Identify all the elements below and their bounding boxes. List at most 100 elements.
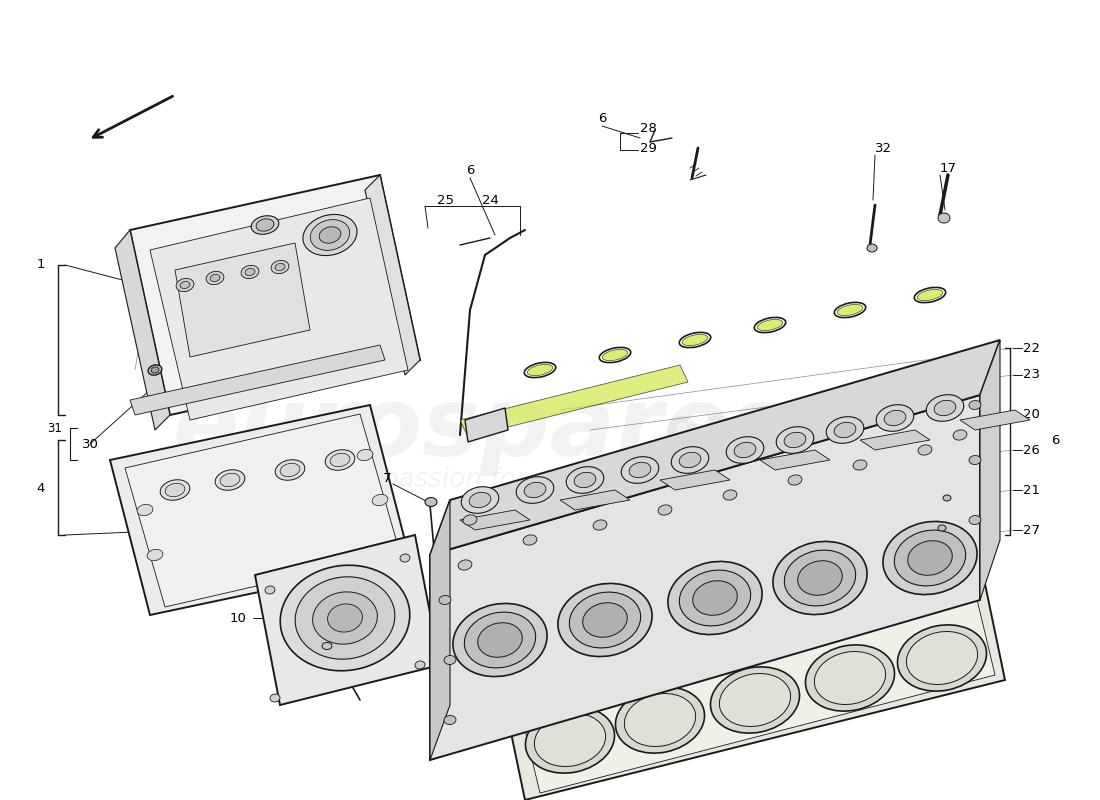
- Ellipse shape: [788, 475, 802, 485]
- Ellipse shape: [867, 244, 877, 252]
- Polygon shape: [125, 414, 400, 607]
- Polygon shape: [465, 408, 508, 442]
- Ellipse shape: [834, 422, 856, 438]
- Ellipse shape: [328, 604, 362, 632]
- Ellipse shape: [444, 715, 456, 725]
- Ellipse shape: [477, 622, 522, 658]
- Text: a passion for parts: a passion for parts: [358, 467, 603, 493]
- Ellipse shape: [969, 515, 981, 525]
- Ellipse shape: [602, 350, 628, 361]
- Polygon shape: [660, 470, 730, 490]
- Ellipse shape: [908, 541, 953, 575]
- Polygon shape: [175, 243, 310, 357]
- Ellipse shape: [826, 417, 864, 443]
- Text: 23: 23: [1023, 369, 1040, 382]
- Ellipse shape: [372, 494, 388, 506]
- Text: 24: 24: [482, 194, 498, 206]
- Ellipse shape: [527, 365, 553, 375]
- Text: 32: 32: [874, 142, 892, 154]
- Ellipse shape: [535, 714, 606, 766]
- Polygon shape: [430, 340, 1000, 555]
- Ellipse shape: [275, 263, 285, 270]
- Ellipse shape: [680, 570, 750, 626]
- Ellipse shape: [969, 455, 981, 465]
- Ellipse shape: [265, 586, 275, 594]
- Text: 4: 4: [36, 482, 45, 494]
- Ellipse shape: [415, 661, 425, 669]
- Text: 6: 6: [1050, 434, 1059, 446]
- Ellipse shape: [918, 445, 932, 455]
- Polygon shape: [130, 175, 420, 415]
- Text: 29: 29: [640, 142, 657, 154]
- Ellipse shape: [330, 454, 350, 466]
- Text: 6: 6: [597, 111, 606, 125]
- Text: 10: 10: [230, 611, 246, 625]
- Ellipse shape: [310, 220, 350, 250]
- Ellipse shape: [251, 216, 278, 234]
- Polygon shape: [980, 340, 1000, 600]
- Ellipse shape: [444, 655, 456, 665]
- Text: 25: 25: [438, 194, 454, 206]
- Ellipse shape: [319, 226, 341, 243]
- Ellipse shape: [138, 504, 153, 516]
- Polygon shape: [460, 365, 688, 437]
- Ellipse shape: [898, 625, 987, 691]
- Ellipse shape: [458, 560, 472, 570]
- Text: 26: 26: [1023, 443, 1040, 457]
- Text: 17: 17: [940, 162, 957, 174]
- Ellipse shape: [934, 400, 956, 416]
- Polygon shape: [255, 535, 440, 705]
- Polygon shape: [116, 230, 170, 430]
- Ellipse shape: [668, 562, 762, 634]
- Polygon shape: [560, 490, 630, 510]
- Ellipse shape: [180, 282, 190, 289]
- Ellipse shape: [583, 602, 627, 638]
- Ellipse shape: [558, 583, 652, 657]
- Ellipse shape: [854, 460, 867, 470]
- Polygon shape: [500, 560, 1005, 800]
- Ellipse shape: [943, 495, 951, 501]
- Polygon shape: [430, 395, 980, 760]
- Ellipse shape: [439, 595, 451, 605]
- Ellipse shape: [210, 274, 220, 282]
- Ellipse shape: [616, 687, 704, 753]
- Ellipse shape: [524, 535, 537, 545]
- Polygon shape: [430, 500, 450, 760]
- Ellipse shape: [926, 394, 964, 422]
- Text: 8: 8: [751, 711, 759, 725]
- Text: 7: 7: [383, 471, 392, 485]
- Ellipse shape: [151, 367, 158, 373]
- Ellipse shape: [400, 554, 410, 562]
- Ellipse shape: [270, 694, 280, 702]
- Ellipse shape: [148, 365, 162, 375]
- Ellipse shape: [734, 442, 756, 458]
- Ellipse shape: [453, 603, 547, 677]
- Ellipse shape: [216, 470, 245, 490]
- Ellipse shape: [877, 405, 914, 431]
- Ellipse shape: [884, 410, 906, 426]
- Ellipse shape: [629, 462, 651, 478]
- Ellipse shape: [526, 707, 615, 773]
- Ellipse shape: [326, 450, 355, 470]
- Ellipse shape: [593, 520, 607, 530]
- Ellipse shape: [241, 266, 258, 278]
- Ellipse shape: [425, 498, 437, 506]
- Ellipse shape: [711, 667, 800, 733]
- Polygon shape: [960, 410, 1030, 430]
- Ellipse shape: [693, 581, 737, 615]
- Ellipse shape: [147, 550, 163, 561]
- Ellipse shape: [275, 460, 305, 480]
- Text: 21: 21: [1023, 483, 1040, 497]
- Ellipse shape: [524, 482, 546, 498]
- Polygon shape: [365, 175, 420, 375]
- Ellipse shape: [461, 486, 498, 514]
- Polygon shape: [760, 450, 830, 470]
- Polygon shape: [460, 510, 530, 530]
- Text: 1: 1: [36, 258, 45, 271]
- Ellipse shape: [798, 561, 843, 595]
- Ellipse shape: [566, 466, 604, 494]
- Ellipse shape: [295, 577, 395, 659]
- Ellipse shape: [726, 437, 763, 463]
- Ellipse shape: [777, 426, 814, 454]
- Ellipse shape: [658, 505, 672, 515]
